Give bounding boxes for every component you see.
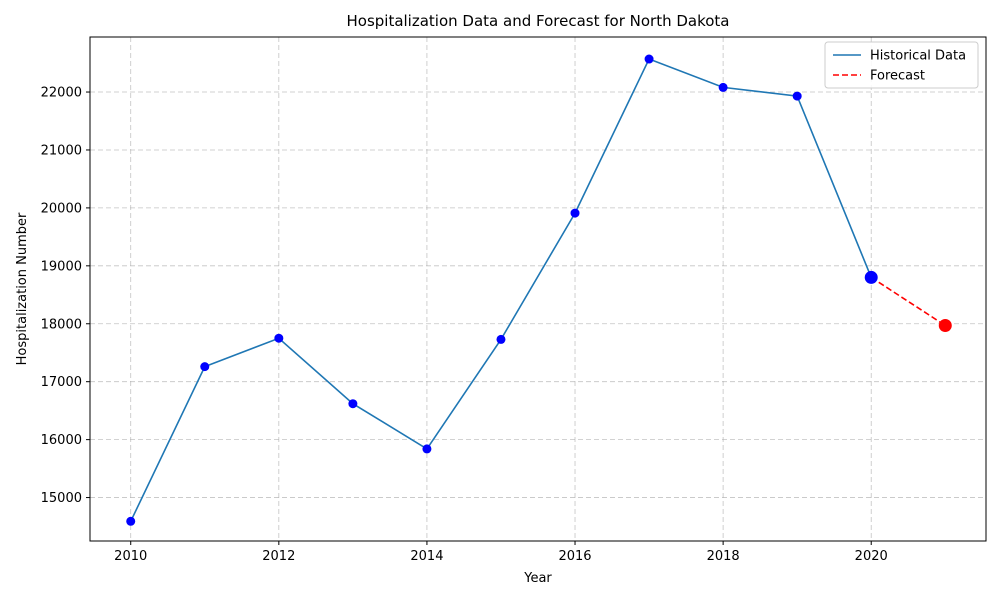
y-axis-label: Hospitalization Number [15,212,30,365]
x-tick-label: 2014 [410,549,443,564]
ticks: 2010 2012 2014 2016 2018 2020 15000 16000 17000 1… [41,86,888,564]
y-tick-label: 18000 [41,317,82,332]
y-tick-label: 17000 [41,375,82,390]
legend-label: Historical Data [870,49,966,64]
data-point [126,516,136,526]
x-tick-label: 2012 [262,549,295,564]
x-tick-label: 2016 [558,549,591,564]
chart-title: Hospitalization Data and Forecast for No… [346,12,729,30]
data-point [792,91,802,101]
data-point [570,208,580,218]
highlight-point [864,270,878,284]
x-tick-label: 2010 [114,549,147,564]
data-point [422,444,432,454]
data-point [348,399,358,409]
plot-frame [89,36,987,542]
forecast-line [870,276,946,327]
series-layer [126,54,952,526]
y-tick-label: 21000 [41,143,82,158]
x-axis-label: Year [523,571,552,586]
y-tick-label: 19000 [41,259,82,274]
data-point [644,54,654,64]
y-tick-label: 15000 [41,491,82,506]
y-tick-label: 20000 [41,201,82,216]
grid [90,37,986,541]
historical-line [130,58,872,522]
legend-box [824,41,979,89]
data-point [200,362,210,372]
legend: Historical Data Forecast [824,41,979,89]
x-tick-label: 2020 [855,549,888,564]
x-tick-label: 2018 [707,549,740,564]
y-tick-label: 16000 [41,433,82,448]
data-point [496,334,506,344]
y-tick-label: 22000 [41,86,82,101]
data-point [718,82,728,92]
legend-label: Forecast [870,69,925,84]
data-point [274,333,284,343]
highlight-point [938,318,952,332]
